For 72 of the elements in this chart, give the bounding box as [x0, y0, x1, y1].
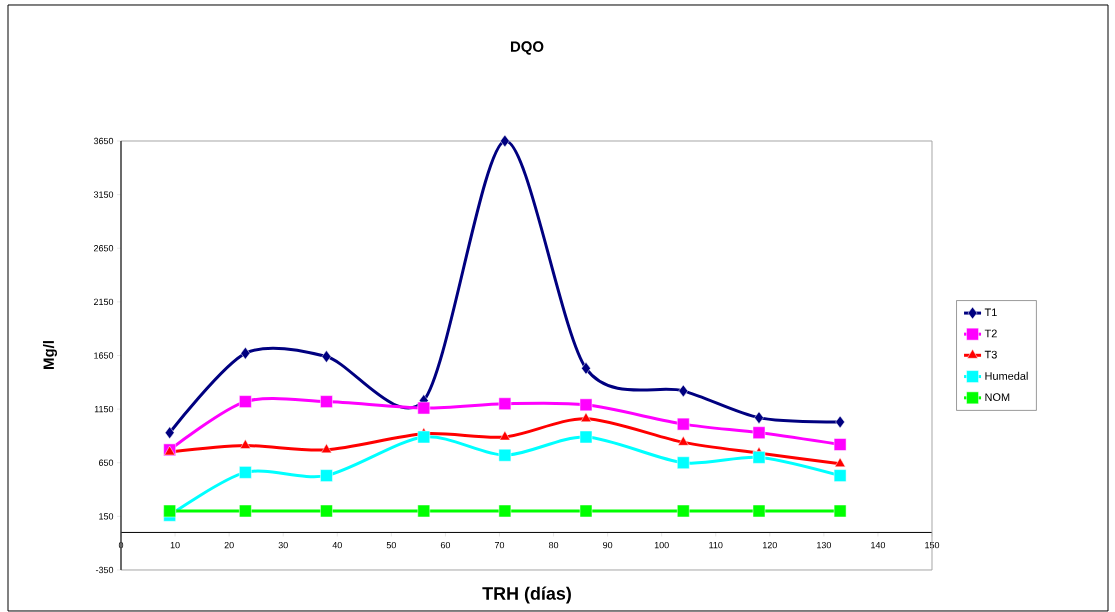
- point: [498, 504, 512, 518]
- point: [321, 350, 332, 363]
- x-tick-label: 50: [386, 541, 396, 549]
- point: [833, 504, 847, 518]
- point: [752, 426, 766, 439]
- point: [752, 504, 766, 518]
- y-tick-label: 1150: [94, 405, 114, 413]
- point: [239, 504, 252, 518]
- x-tick-label: 140: [871, 541, 886, 549]
- point: [677, 504, 690, 518]
- point: [417, 430, 431, 444]
- y-tick-label: 2650: [94, 245, 114, 252]
- y-tick-label: 150: [99, 513, 114, 520]
- legend-label: T3: [984, 350, 997, 359]
- x-tick-label: 130: [817, 541, 832, 549]
- point: [579, 398, 593, 412]
- x-axis-title: TRH (días): [482, 586, 571, 604]
- legend-label: T2: [984, 329, 997, 338]
- y-tick-label: 3650: [93, 137, 114, 145]
- y-tick-label: 1650: [94, 352, 114, 359]
- point: [240, 347, 251, 360]
- point: [835, 415, 845, 429]
- legend-label: NOM: [985, 393, 1010, 402]
- point: [320, 469, 333, 482]
- point: [239, 439, 251, 449]
- point: [752, 451, 766, 464]
- point: [321, 443, 332, 454]
- legend-label: Humedal: [985, 371, 1028, 380]
- point: [833, 438, 847, 451]
- point: [678, 384, 689, 398]
- point: [163, 504, 176, 518]
- x-tick-label: 40: [332, 541, 342, 549]
- y-axis-title: Mg/l: [43, 341, 58, 369]
- x-tick-label: 120: [763, 541, 777, 549]
- point: [500, 134, 510, 148]
- point: [164, 426, 175, 439]
- y-tick-label: 650: [98, 459, 114, 466]
- point: [579, 430, 593, 444]
- point: [677, 436, 689, 446]
- point: [579, 504, 593, 518]
- point: [499, 430, 511, 441]
- x-tick-label: 30: [278, 541, 288, 549]
- point: [320, 504, 333, 518]
- point: [498, 448, 512, 462]
- y-tick-label: -350: [95, 566, 114, 574]
- point: [320, 395, 333, 408]
- x-tick-label: 70: [494, 541, 505, 549]
- point: [417, 504, 431, 518]
- point: [498, 397, 512, 410]
- point: [417, 401, 431, 415]
- point: [239, 466, 252, 479]
- legend-label: T1: [984, 308, 997, 317]
- chart-title: DQO: [510, 41, 544, 55]
- x-tick-label: 150: [925, 541, 940, 549]
- x-tick-label: 60: [440, 541, 451, 549]
- point: [833, 469, 847, 482]
- point: [580, 412, 592, 423]
- x-tick-label: 100: [654, 541, 669, 549]
- x-tick-label: 10: [170, 541, 180, 549]
- x-tick-label: 20: [224, 541, 234, 549]
- y-tick-label: 2150: [94, 298, 114, 306]
- x-tick-label: 90: [603, 541, 613, 549]
- x-tick-label: 110: [709, 541, 723, 549]
- point: [581, 362, 591, 375]
- point: [677, 417, 690, 431]
- x-tick-label: 80: [548, 541, 559, 549]
- point: [834, 457, 846, 468]
- point: [754, 411, 764, 424]
- x-tick-label: 0: [118, 541, 124, 549]
- point: [677, 456, 690, 469]
- point: [239, 395, 252, 408]
- y-tick-label: 3150: [93, 191, 114, 198]
